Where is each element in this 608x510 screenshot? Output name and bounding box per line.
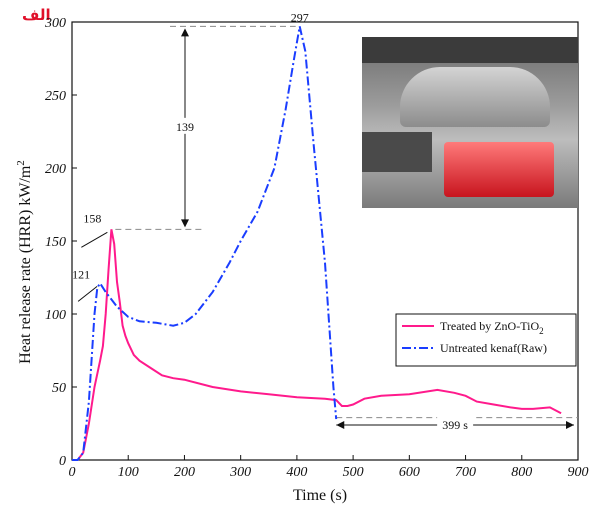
x-tick-label: 400 bbox=[286, 465, 307, 480]
photo-sample-holder bbox=[362, 132, 432, 172]
peak-pointer-121 bbox=[77, 285, 98, 302]
x-tick-label: 600 bbox=[399, 465, 420, 480]
experiment-photo bbox=[362, 37, 578, 208]
difference-label-bg bbox=[171, 117, 199, 134]
peak-pointer-158 bbox=[81, 231, 108, 248]
y-tick-label: 250 bbox=[45, 89, 66, 104]
series-line-treated bbox=[72, 229, 562, 461]
annotation-layer: 139 297 158 121 399 s bbox=[72, 10, 578, 432]
peak-label-158: 158 bbox=[83, 211, 101, 225]
difference-arrowhead-up bbox=[181, 28, 189, 37]
photo-heater-glow bbox=[444, 142, 554, 197]
span-arrowhead-right bbox=[566, 420, 574, 429]
peak-label-121: 121 bbox=[72, 267, 90, 281]
photo-cone-hood bbox=[400, 67, 550, 127]
difference-arrowhead-down bbox=[181, 219, 189, 228]
legend-entry-untreated: Untreated kenaf(Raw) bbox=[440, 341, 547, 355]
y-axis-title-group: Heat release rate (HRR) kW/m2 bbox=[15, 160, 34, 364]
x-tick-label: 300 bbox=[229, 465, 251, 480]
series-lines bbox=[72, 26, 562, 461]
x-tick-label: 100 bbox=[118, 465, 139, 480]
y-tick-label: 150 bbox=[45, 235, 66, 250]
x-axis-title: Time (s) bbox=[293, 487, 347, 504]
peak-label-297: 297 bbox=[291, 10, 309, 24]
series-line-untreated bbox=[72, 26, 338, 461]
y-axis-title-exponent: 2 bbox=[15, 160, 27, 166]
axes: 0 100 200 300 400 500 600 700 800 900 0 50 100 150 200… bbox=[44, 16, 589, 480]
x-tick-label: 700 bbox=[455, 465, 476, 480]
span-label-bg bbox=[437, 416, 474, 432]
span-arrowhead-left bbox=[336, 420, 345, 429]
x-tick-label: 200 bbox=[174, 465, 195, 480]
y-tick-label: 200 bbox=[45, 162, 66, 177]
y-axis-title: Heat release rate (HRR) kW/m2 bbox=[15, 160, 34, 364]
x-tick-label: 0 bbox=[69, 465, 76, 480]
photo-frame bbox=[362, 37, 578, 63]
legend: Treated by ZnO-TiO2 Untreated kenaf(Raw) bbox=[395, 313, 577, 367]
x-tick-label: 900 bbox=[568, 465, 589, 480]
legend-subscript: 2 bbox=[539, 326, 544, 336]
legend-box bbox=[395, 313, 577, 367]
y-tick-label: 0 bbox=[59, 454, 66, 469]
span-label: 399 s bbox=[442, 418, 468, 432]
x-tick-label: 500 bbox=[343, 465, 364, 480]
y-tick-label: 100 bbox=[45, 308, 66, 323]
x-tick-label: 800 bbox=[511, 465, 532, 480]
difference-label: 139 bbox=[176, 120, 194, 134]
corner-label: الف bbox=[22, 6, 51, 24]
legend-entry-treated: Treated by ZnO-TiO2 bbox=[440, 319, 544, 336]
y-tick-label: 300 bbox=[44, 16, 66, 31]
y-tick-label: 50 bbox=[52, 381, 66, 396]
